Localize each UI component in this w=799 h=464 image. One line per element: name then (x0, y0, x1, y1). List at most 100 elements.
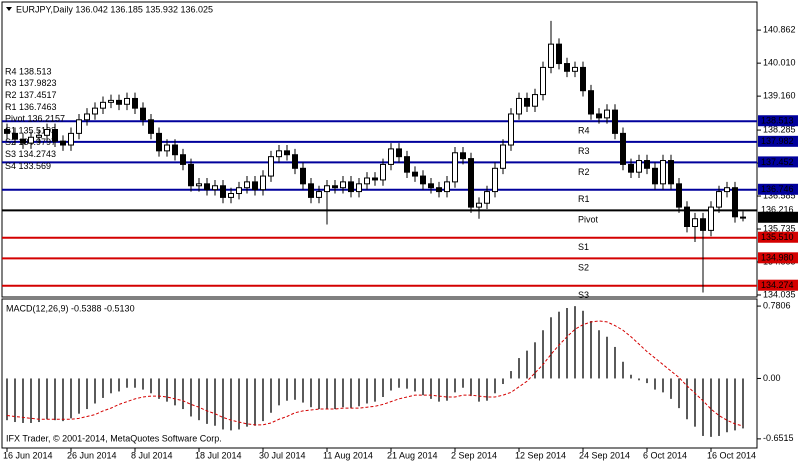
candle-body (596, 113, 602, 119)
candle-body (524, 97, 530, 107)
pivot-name: R1 (578, 194, 590, 204)
candle-body (708, 206, 714, 231)
x-tick-label: 11 Aug 2014 (323, 450, 373, 460)
pivot-name: S1 (578, 242, 589, 252)
candle-body (540, 66, 546, 96)
x-tick-label: 30 Jul 2014 (259, 450, 306, 460)
main-frame (1, 1, 758, 298)
candle-body (676, 183, 682, 208)
candle-body (588, 90, 594, 115)
candle-body (252, 181, 258, 191)
candle-body (604, 109, 610, 119)
candle-body (452, 152, 458, 183)
candle-body (484, 191, 490, 204)
candle-body (556, 43, 562, 65)
y-tick-label: 139.160 (763, 91, 796, 101)
candle-body (164, 144, 170, 152)
candle-body (340, 181, 346, 189)
candle-body (476, 202, 482, 208)
candle-body (324, 185, 330, 193)
candle-body (692, 218, 698, 227)
pivot-tag (758, 204, 798, 216)
candle-body (652, 167, 658, 185)
pivot-note: R2 137.4517 (5, 90, 57, 100)
pivot-tag (758, 279, 798, 291)
candle-body (236, 187, 242, 195)
pivot-tag (758, 135, 798, 147)
y-tick-label: 140.010 (763, 58, 796, 68)
candle-body (44, 128, 50, 136)
candle-body (636, 160, 642, 173)
pivot-note: S4 133.569 (5, 161, 51, 171)
pivot-tag-label: 136.216 (761, 205, 794, 215)
macd-frame (1, 298, 758, 449)
candle-body (284, 150, 290, 156)
y-tick-label: 136.585 (763, 190, 796, 200)
candle-body (372, 177, 378, 181)
macd-title: MACD(12,26,9) -0.5388 -0.5130 (6, 303, 135, 313)
footer: IFX Trader, © 2001-2014, MetaQuotes Soft… (6, 433, 222, 443)
candle-body (276, 150, 282, 158)
candle-body (204, 183, 210, 191)
candle-body (532, 94, 538, 107)
pivot-tag-label: 134.980 (761, 253, 794, 263)
pivot-tag (758, 115, 798, 127)
candle-body (140, 107, 146, 121)
candle-body (268, 156, 274, 177)
pivot-tag-label: 138.513 (761, 116, 794, 126)
x-tick-label: 21 Aug 2014 (387, 450, 438, 460)
pivot-tag (758, 231, 798, 243)
candle-body (572, 66, 578, 72)
y-tick-label: -0.6515 (763, 433, 794, 443)
pivot-tag-label: 134.274 (761, 280, 794, 290)
pivot-note: Pivot 136.2157 (5, 114, 65, 124)
candle-body (220, 185, 226, 198)
pivot-tag-label: 137.982 (761, 136, 794, 146)
x-tick-label: 24 Sep 2014 (579, 450, 630, 460)
candle-body (468, 158, 474, 208)
candle-body (396, 148, 402, 158)
candle-body (516, 97, 522, 115)
y-tick-label: 140.862 (763, 24, 796, 34)
candle-body (620, 132, 626, 165)
candle-body (228, 193, 234, 198)
pivot-tag-label: 137.452 (761, 157, 794, 167)
signal-line (6, 320, 744, 427)
x-tick-label: 18 Jul 2014 (195, 450, 242, 460)
pivot-tag (758, 252, 798, 264)
candle-body (716, 191, 722, 208)
candle-body (500, 144, 506, 169)
candle-body (388, 148, 394, 165)
candle-body (580, 66, 586, 92)
price-tag (758, 211, 798, 223)
candle-body (444, 181, 450, 193)
candle-body (124, 97, 130, 105)
candle-body (12, 132, 18, 140)
candle-body (420, 175, 426, 185)
candle-body (548, 43, 554, 68)
candle-body (260, 175, 266, 191)
candle-body (564, 63, 570, 72)
pivot-name: S3 (578, 290, 589, 300)
candle-body (180, 154, 186, 165)
candle-body (684, 206, 690, 227)
candle-body (244, 181, 250, 189)
candle-body (308, 183, 314, 198)
candle-body (132, 97, 138, 109)
candle-body (404, 156, 410, 173)
candle-body (412, 171, 418, 177)
candle-body (740, 216, 746, 219)
y-tick-label: 138.285 (763, 124, 796, 134)
x-tick-label: 26 Jun 2014 (67, 450, 117, 460)
pivot-tag-label: 136.746 (761, 184, 794, 194)
candle-body (332, 185, 338, 189)
candle-body (4, 128, 10, 134)
pivot-note: S3 134.2743 (5, 149, 56, 159)
candle-body (156, 132, 162, 152)
x-tick-label: 8 Jul 2014 (131, 450, 173, 460)
candle-body (364, 177, 370, 185)
candle-body (188, 163, 194, 187)
candle-body (212, 185, 218, 191)
